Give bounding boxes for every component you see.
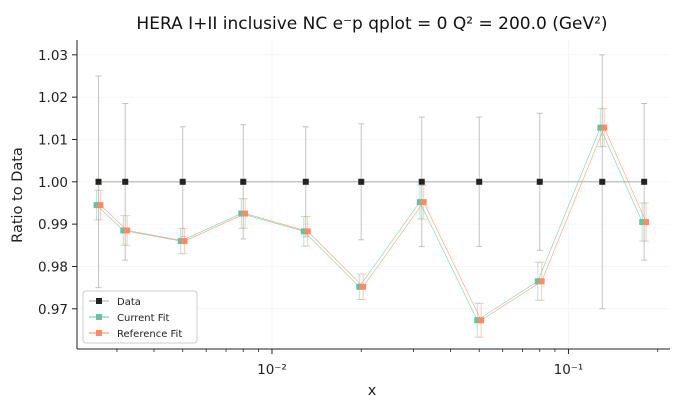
data-point bbox=[641, 178, 648, 185]
data-point bbox=[242, 210, 249, 217]
legend-label: Current Fit bbox=[117, 313, 170, 324]
data-point bbox=[177, 238, 184, 245]
y-tick-label: 1.02 bbox=[38, 90, 68, 106]
legend-swatch-marker bbox=[96, 298, 102, 304]
data-point bbox=[93, 202, 100, 209]
data-point bbox=[300, 228, 307, 235]
data-point bbox=[534, 278, 541, 285]
y-tick-label: 0.97 bbox=[38, 302, 68, 318]
data-point bbox=[302, 178, 309, 185]
data-point bbox=[122, 178, 129, 185]
data-point bbox=[179, 178, 186, 185]
y-tick-label: 1.03 bbox=[38, 48, 68, 64]
data-point bbox=[601, 124, 608, 131]
x-tick-label: 10⁻¹ bbox=[554, 362, 584, 378]
data-point bbox=[97, 202, 104, 209]
data-point bbox=[643, 219, 650, 226]
data-point bbox=[240, 178, 247, 185]
data-point bbox=[360, 283, 367, 290]
series-reference-fit bbox=[97, 108, 650, 338]
data-point bbox=[418, 178, 425, 185]
series-data bbox=[95, 54, 648, 310]
x-axis-label: x bbox=[368, 383, 377, 399]
data-point bbox=[95, 178, 102, 185]
legend-box bbox=[82, 290, 198, 344]
legend-swatch-marker bbox=[96, 314, 102, 320]
ticks: 0.97 0.98 0.99 1.00 1.01 1.02 1.03 10⁻² 10⁻¹ bbox=[38, 48, 659, 378]
data-point bbox=[599, 178, 606, 185]
plot-area bbox=[93, 54, 650, 338]
y-tick-label: 0.99 bbox=[38, 217, 68, 233]
y-axis-label: Ratio to Data bbox=[10, 147, 26, 243]
data-point bbox=[420, 199, 427, 206]
data-point bbox=[478, 317, 485, 324]
data-point bbox=[181, 238, 188, 245]
data-point bbox=[238, 210, 245, 217]
legend-label: Reference Fit bbox=[117, 329, 182, 340]
legend: Data Current Fit Reference Fit bbox=[82, 290, 198, 344]
data-point bbox=[124, 227, 131, 234]
y-tick-label: 1.00 bbox=[38, 175, 68, 191]
y-tick-label: 1.01 bbox=[38, 132, 68, 148]
data-point bbox=[304, 228, 311, 235]
data-point bbox=[120, 227, 127, 234]
data-point bbox=[538, 278, 545, 285]
series-current-fit bbox=[93, 108, 646, 338]
data-point bbox=[536, 178, 543, 185]
data-point bbox=[639, 219, 646, 226]
legend-label: Data bbox=[117, 297, 141, 308]
legend-swatch-marker bbox=[96, 330, 102, 336]
data-point bbox=[476, 178, 483, 185]
chart-title: HERA I+II inclusive NC e⁻p qplot = 0 Q² … bbox=[136, 14, 607, 34]
axes bbox=[76, 40, 670, 350]
data-point bbox=[597, 124, 604, 131]
data-point bbox=[358, 178, 365, 185]
x-tick-label: 10⁻² bbox=[257, 362, 287, 378]
data-point bbox=[474, 317, 481, 324]
data-point bbox=[356, 283, 363, 290]
y-tick-label: 0.98 bbox=[38, 259, 68, 275]
data-point bbox=[416, 199, 423, 206]
